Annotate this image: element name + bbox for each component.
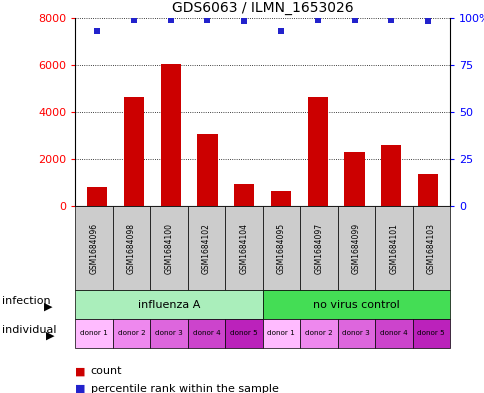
Point	[424, 18, 431, 25]
Text: ■: ■	[75, 366, 86, 376]
Text: GSM1684098: GSM1684098	[127, 223, 136, 274]
Bar	[197, 134, 217, 206]
Text: GSM1684099: GSM1684099	[351, 222, 360, 274]
Text: GSM1684101: GSM1684101	[389, 223, 397, 274]
Text: GSM1684100: GSM1684100	[164, 223, 173, 274]
Text: ▶: ▶	[46, 331, 55, 340]
Point	[130, 17, 137, 23]
Bar	[87, 187, 107, 206]
Text: GSM1684103: GSM1684103	[426, 223, 435, 274]
Bar	[307, 97, 327, 206]
Bar	[160, 64, 181, 206]
Point	[387, 17, 394, 23]
Text: ▶: ▶	[44, 302, 52, 312]
Bar	[344, 152, 364, 206]
Text: donor 1: donor 1	[80, 331, 107, 336]
Text: donor 5: donor 5	[229, 331, 257, 336]
Text: donor 2: donor 2	[304, 331, 332, 336]
Text: donor 5: donor 5	[417, 331, 444, 336]
Text: donor 3: donor 3	[155, 331, 182, 336]
Text: donor 2: donor 2	[117, 331, 145, 336]
Text: infection: infection	[2, 296, 51, 306]
Text: percentile rank within the sample: percentile rank within the sample	[91, 384, 278, 393]
Bar	[123, 97, 144, 206]
Text: GSM1684096: GSM1684096	[89, 222, 98, 274]
Text: donor 4: donor 4	[379, 331, 407, 336]
Text: donor 1: donor 1	[267, 331, 295, 336]
Text: GSM1684095: GSM1684095	[276, 222, 285, 274]
Text: GSM1684102: GSM1684102	[201, 223, 211, 274]
Point	[203, 17, 211, 23]
Point	[313, 17, 321, 23]
Bar	[417, 174, 437, 206]
Point	[166, 17, 174, 23]
Text: ■: ■	[75, 384, 86, 393]
Text: individual: individual	[2, 325, 57, 334]
Point	[350, 17, 358, 23]
Text: GSM1684097: GSM1684097	[314, 222, 323, 274]
Bar	[271, 191, 290, 206]
Point	[93, 28, 101, 34]
Point	[276, 28, 284, 34]
Bar	[380, 145, 401, 206]
Title: GDS6063 / ILMN_1653026: GDS6063 / ILMN_1653026	[171, 1, 353, 15]
Text: count: count	[91, 366, 122, 376]
Text: donor 4: donor 4	[192, 331, 220, 336]
Text: influenza A: influenza A	[137, 300, 200, 310]
Bar	[234, 184, 254, 206]
Point	[240, 18, 248, 25]
Text: no virus control: no virus control	[312, 300, 399, 310]
Text: GSM1684104: GSM1684104	[239, 223, 248, 274]
Text: donor 3: donor 3	[342, 331, 369, 336]
